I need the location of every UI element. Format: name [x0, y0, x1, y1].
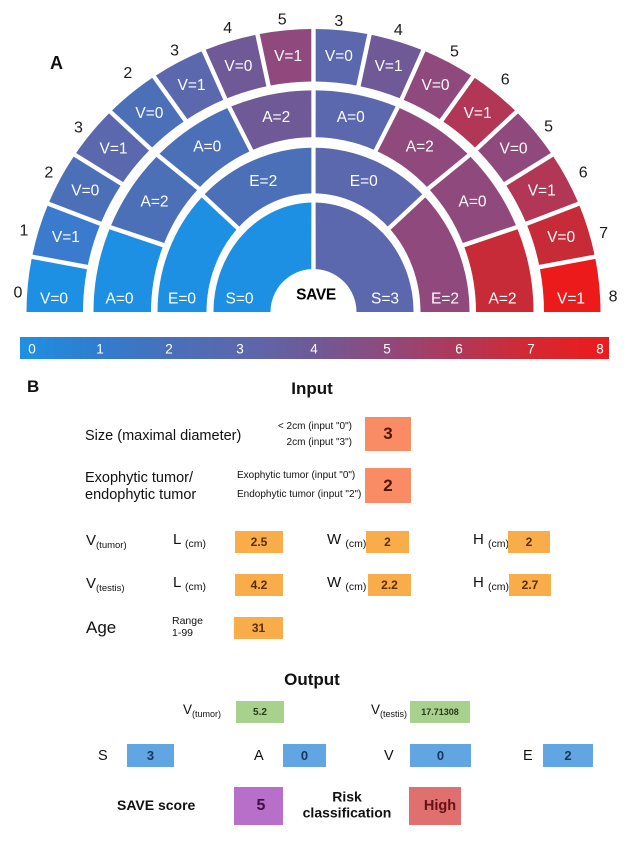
svg-text:V=1: V=1: [375, 58, 403, 75]
svg-text:3: 3: [74, 119, 83, 136]
svg-text:A=0: A=0: [193, 139, 221, 156]
svg-text:E=0: E=0: [168, 291, 196, 308]
svg-text:2: 2: [44, 164, 53, 181]
svg-text:5: 5: [544, 118, 553, 135]
svg-text:V=1: V=1: [528, 183, 556, 200]
svg-text:6: 6: [579, 164, 588, 181]
svg-text:V=0: V=0: [40, 291, 68, 308]
svg-text:0: 0: [13, 285, 22, 302]
svg-text:V=0: V=0: [224, 58, 252, 75]
svg-text:V=1: V=1: [464, 105, 492, 122]
svg-text:A=2: A=2: [488, 291, 516, 308]
svg-text:A=2: A=2: [140, 193, 168, 210]
svg-text:V=1: V=1: [99, 141, 127, 158]
svg-text:1: 1: [19, 222, 28, 239]
svg-text:3: 3: [170, 42, 179, 59]
svg-text:E=0: E=0: [350, 173, 378, 190]
svg-text:SAVE: SAVE: [296, 287, 336, 304]
svg-text:V=1: V=1: [177, 77, 205, 94]
svg-text:V=0: V=0: [421, 77, 449, 94]
svg-text:7: 7: [599, 225, 608, 242]
svg-text:2: 2: [123, 65, 132, 82]
svg-text:A=0: A=0: [337, 109, 365, 126]
svg-text:E=2: E=2: [249, 173, 277, 190]
svg-text:8: 8: [609, 289, 618, 306]
svg-text:5: 5: [450, 43, 459, 60]
svg-text:V=0: V=0: [135, 105, 163, 122]
svg-text:4: 4: [394, 22, 403, 39]
svg-text:S=3: S=3: [371, 291, 399, 308]
svg-text:V=1: V=1: [52, 229, 80, 246]
svg-text:V=1: V=1: [274, 48, 302, 65]
svg-text:A=0: A=0: [458, 193, 486, 210]
svg-text:V=0: V=0: [499, 141, 527, 158]
svg-text:V=1: V=1: [557, 291, 585, 308]
svg-text:A=0: A=0: [105, 291, 133, 308]
svg-text:A=2: A=2: [262, 109, 290, 126]
svg-text:V=0: V=0: [547, 229, 575, 246]
svg-text:E=2: E=2: [431, 291, 459, 308]
svg-text:V=0: V=0: [71, 183, 99, 200]
svg-text:4: 4: [223, 20, 232, 37]
svg-text:A=2: A=2: [406, 139, 434, 156]
svg-text:S=0: S=0: [225, 291, 253, 308]
svg-text:V=0: V=0: [325, 48, 353, 65]
svg-text:5: 5: [278, 11, 287, 28]
svg-text:6: 6: [501, 72, 510, 89]
svg-text:3: 3: [334, 13, 343, 30]
